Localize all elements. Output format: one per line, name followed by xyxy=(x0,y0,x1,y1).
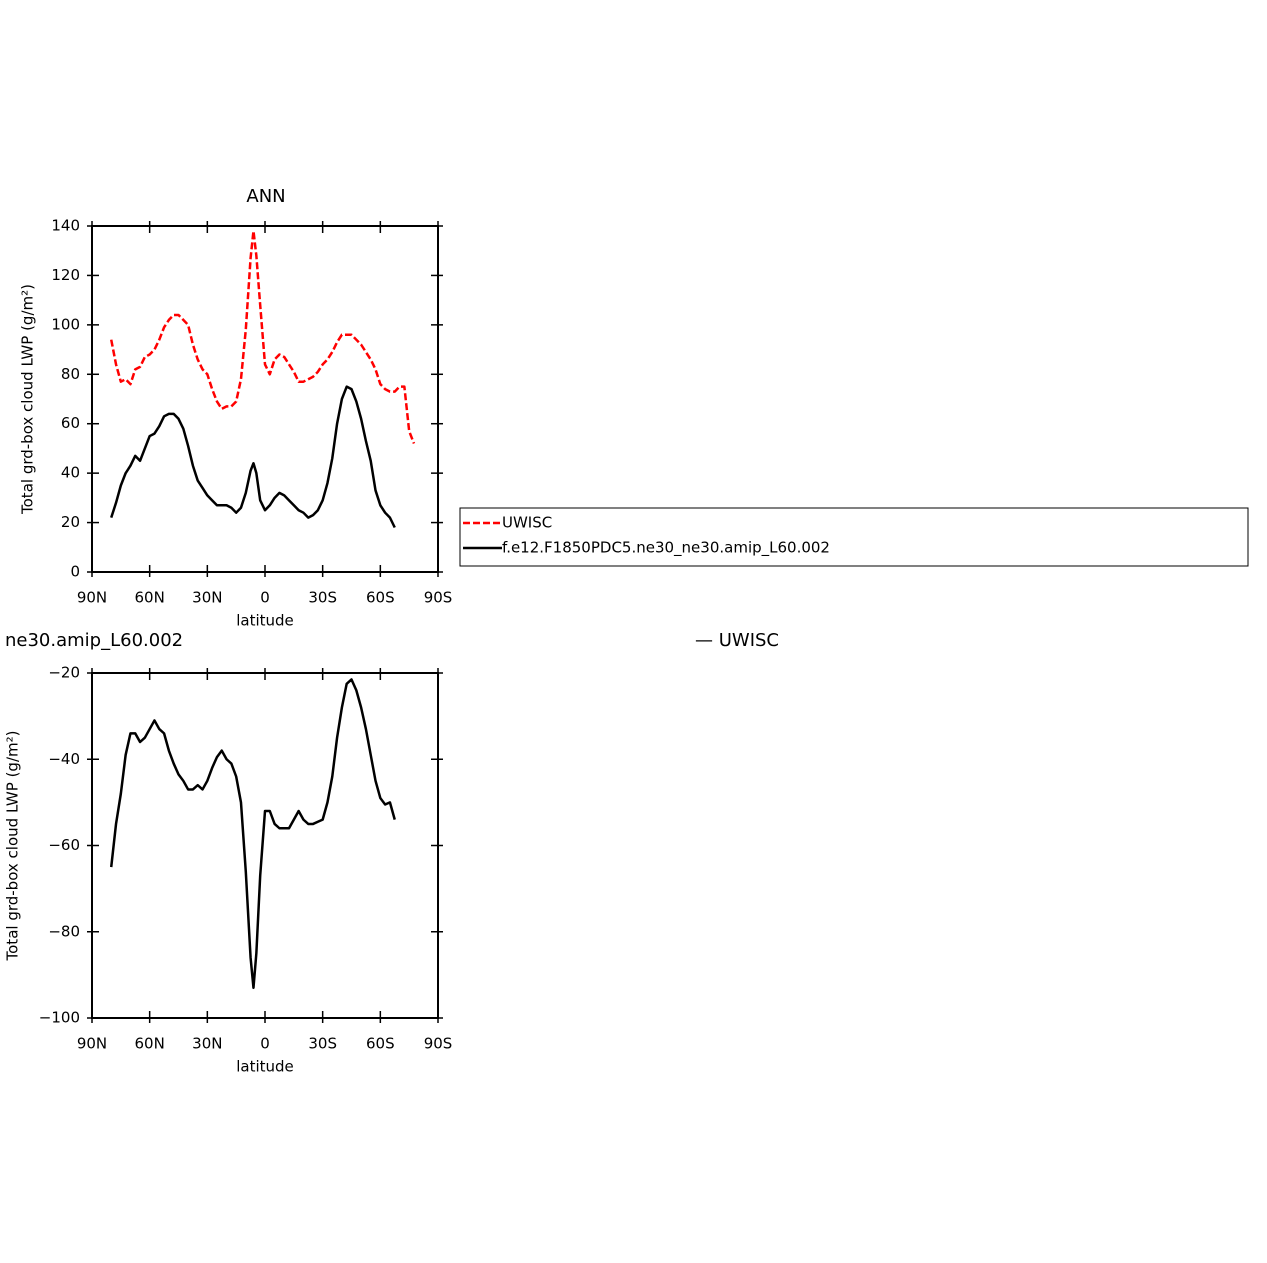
y-tick-label: −100 xyxy=(39,1009,80,1027)
y-tick-label: 60 xyxy=(61,414,80,432)
x-tick-label: 0 xyxy=(260,589,270,607)
legend-box xyxy=(459,507,1249,567)
series-line xyxy=(109,678,396,990)
x-tick-label: 30N xyxy=(192,589,222,607)
x-tick-label: 30N xyxy=(192,1035,222,1053)
x-tick-label: 90N xyxy=(77,1035,107,1053)
x-tick-label: 90S xyxy=(424,1035,453,1053)
y-axis-label: Total grd-box cloud LWP (g/m²) xyxy=(4,731,22,962)
legend-label: UWISC xyxy=(502,514,552,532)
x-tick-label: 60N xyxy=(135,1035,165,1053)
y-tick-label: 120 xyxy=(51,266,80,284)
y-tick-label: 80 xyxy=(61,365,80,383)
x-tick-label: 60S xyxy=(366,589,395,607)
plot-frame xyxy=(91,672,439,1019)
x-tick-label: 30S xyxy=(308,589,337,607)
x-tick-label: 30S xyxy=(308,1035,337,1053)
series-line xyxy=(110,385,396,529)
right-title: — UWISC xyxy=(695,630,779,651)
chart-title: ne30.amip_L60.002 xyxy=(5,630,183,651)
x-tick-label: 90N xyxy=(77,589,107,607)
y-tick-label: 140 xyxy=(51,217,80,235)
y-tick-label: −40 xyxy=(48,750,80,768)
plot-frame xyxy=(91,225,439,573)
x-tick-label: 60S xyxy=(366,1035,395,1053)
y-tick-label: −60 xyxy=(48,836,80,854)
y-tick-label: −80 xyxy=(48,922,80,940)
y-axis-label: Total grd-box cloud LWP (g/m²) xyxy=(19,284,37,515)
y-tick-label: 40 xyxy=(61,464,80,482)
y-tick-label: 20 xyxy=(61,513,80,531)
y-tick-label: 0 xyxy=(70,563,80,581)
x-tick-label: 90S xyxy=(424,589,453,607)
y-tick-label: −20 xyxy=(48,664,80,682)
legend-label: f.e12.F1850PDC5.ne30_ne30.amip_L60.002 xyxy=(502,539,830,558)
x-tick-label: 0 xyxy=(260,1035,270,1053)
x-tick-label: 60N xyxy=(135,589,165,607)
x-axis-label: latitude xyxy=(236,1058,294,1076)
x-axis-label: latitude xyxy=(236,612,294,630)
y-tick-label: 100 xyxy=(51,315,80,333)
chart-title: ANN xyxy=(246,186,285,207)
series-line xyxy=(109,229,416,444)
